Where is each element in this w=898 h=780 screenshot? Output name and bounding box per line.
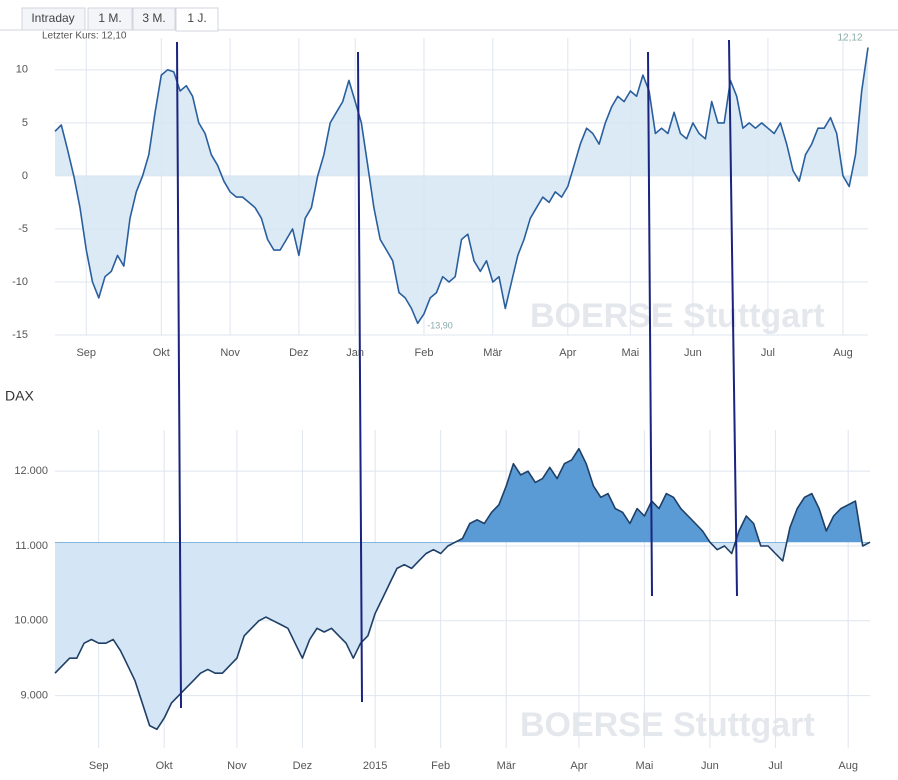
tab-label[interactable]: 1 M. [98,11,121,25]
x-tick-label: Mär [497,760,516,772]
x-tick-label: Okt [156,760,173,772]
tab[interactable] [87,7,133,31]
x-tick-label: Dez [289,347,309,359]
x-tick-label: Aug [833,347,853,359]
chart-title: DAX [5,388,34,404]
annotation: Letzter Kurs: 12,10 [42,31,127,42]
area-below [55,543,869,730]
y-tick-label: 0 [22,170,28,182]
x-tick-label: 2015 [363,760,387,772]
x-tick-label: Nov [227,760,247,772]
plots: -15 -10 -5 0 5 10 Sep Okt Nov Dez Jan Feb Mär Apr Mai J… [12,38,871,772]
x-tick-label: Nov [220,347,240,359]
y-tick-label: -5 [18,223,28,235]
x-tick-label: Dez [293,760,313,772]
x-tick-label: Jul [768,760,782,772]
line [54,447,871,731]
hand-line [176,41,182,709]
y-tick-label: 10.000 [14,615,48,627]
hand-line [647,51,653,597]
x-tick-label: Jul [761,347,775,359]
tab-active[interactable] [175,7,219,32]
area [55,47,868,324]
annotation: 12,12 [837,33,862,44]
hand-line [357,51,363,703]
watermark: BOERSE Stuttgart [530,297,825,335]
tab-label[interactable]: Intraday [31,11,74,25]
annotation: -13,90 [427,320,453,330]
x-tick-label: Feb [431,760,450,772]
hand-line [728,39,738,597]
tab-label[interactable]: 3 M. [142,11,165,25]
y-tick-label: 11.000 [15,540,48,552]
x-tick-label: Mär [483,347,502,359]
y-tick-label: -10 [12,276,28,288]
x-tick-label: Jun [684,347,702,359]
tab[interactable] [132,7,176,31]
x-tick-label: Apr [570,760,587,772]
x-tick-label: Sep [76,347,96,359]
y-tick-label: 10 [16,64,28,76]
x-tick-label: Feb [414,347,433,359]
x-tick-label: Sep [89,760,109,772]
area-above [55,448,870,543]
x-tick-label: Mai [636,760,654,772]
x-tick-label: Apr [559,347,576,359]
y-tick-label: 9.000 [20,690,48,702]
x-tick-label: Aug [838,760,858,772]
watermark: BOERSE Stuttgart [520,706,815,744]
y-tick-label: 12.000 [14,465,48,477]
x-tick-label: Jun [701,760,719,772]
tab-label[interactable]: 1 J. [187,11,206,25]
x-tick-label: Jan [346,347,364,359]
x-tick-label: Okt [153,347,170,359]
line [54,47,869,325]
x-tick-label: Mai [621,347,639,359]
y-tick-label: -15 [12,329,28,341]
y-tick-label: 5 [22,117,28,129]
tab[interactable] [21,7,86,31]
hand-lines [176,39,738,709]
tabs: Intraday 1 M. 3 M. 1 J. [0,7,898,32]
